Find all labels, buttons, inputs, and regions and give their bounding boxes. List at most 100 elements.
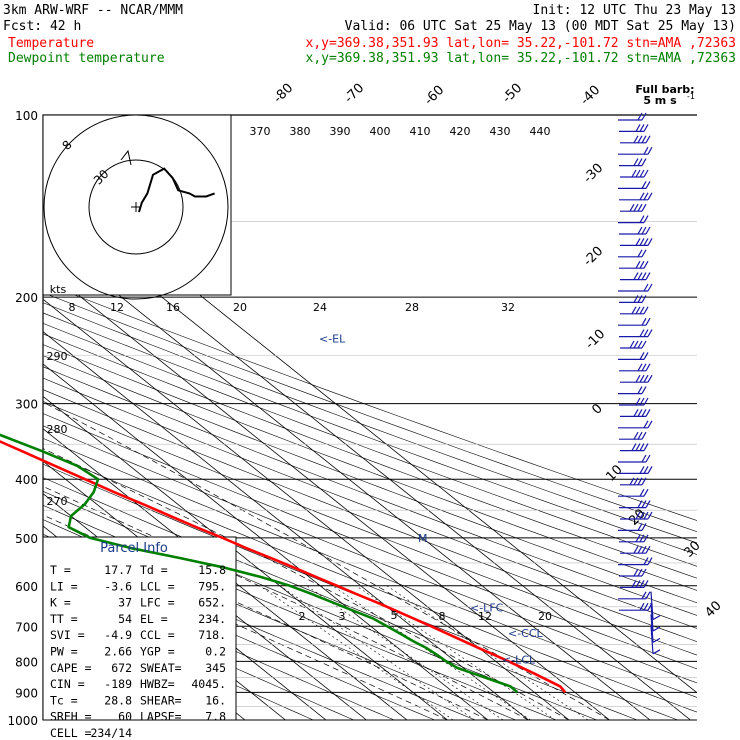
wind-barb [620,272,651,281]
mixing-ratio-label: 28 [405,301,419,314]
parcel-param-label: CAPE = [50,661,92,675]
dry-adiabat-line [43,425,697,684]
isotherm-line [43,331,529,720]
wind-barb [618,454,651,463]
pressure-tick-label: 700 [15,620,38,634]
wind-barb [618,420,653,429]
hodograph-trace [138,167,215,213]
isotherm-line [43,298,570,720]
parcel-param-label: HWBZ= [140,677,175,691]
parcel-param-label: LCL = [140,579,175,593]
wind-barb [650,614,661,643]
dry-adiabat-line [43,490,598,720]
isotherm-label: -80 [271,81,297,107]
theta-left-label: 270 [47,495,68,508]
isotherm-line [43,460,367,720]
isotherm-label: -70 [342,81,368,107]
dry-adiabat-line [43,377,697,629]
dry-adiabat-line [43,450,697,713]
parcel-param-label: SHEAR= [140,693,182,707]
dry-adiabat-line [43,389,697,642]
theta-label: 430 [490,125,511,138]
wind-barb [620,545,651,554]
wind-barb [650,625,661,655]
mixing-ratio-low-label: 5 [391,609,398,622]
parcel-param-value: 795. [198,579,226,593]
dry-adiabat-line [43,477,639,720]
dry-adiabat-line [43,282,697,521]
barb-legend-title: Full barb: [635,83,694,96]
wind-barb [620,477,647,486]
wind-barb [620,409,651,417]
parcel-param-label: CELL = [50,726,92,740]
model-title: 3km ARW-WRF -- NCAR/MMM [3,3,183,18]
parcel-param-label: TT = [50,612,78,626]
parcel-param-value: 652. [198,596,226,610]
hodograph-ring [88,159,184,255]
parcel-info-box [42,536,237,721]
dry-adiabat-line [43,302,697,544]
mixing-ratio-low-label: 8 [439,610,446,623]
mixing-ratio-low-label: 3 [339,610,346,623]
dry-adiabat-line [43,312,697,555]
mixing-ratio-line [279,585,475,720]
wind-barb [619,158,647,167]
wind-barb [619,500,651,509]
wind-barb [619,534,649,543]
wind-barb [650,602,661,632]
dry-adiabat-line [43,463,679,720]
wind-barb [618,488,649,497]
parcel-info-title: Parcel Info [100,541,168,556]
wind-barb [620,511,653,520]
plot-border [42,114,697,720]
moist-adiabat-line [43,401,610,720]
parcel-param-value: 672 [111,661,132,675]
dewpoint-legend-label: Dewpoint temperature [8,51,165,66]
parcel-param-label: LAPSE= [140,710,182,724]
theta-label: 380 [290,125,311,138]
wind-barb [618,112,647,121]
wind-barb [618,181,651,189]
wind-barb [618,557,653,566]
dry-adiabat-line [43,333,697,579]
theta-label: 410 [410,125,431,138]
parcel-param-label: CCL = [140,628,175,642]
theta-left-label: 280 [47,423,68,436]
wind-barb [620,203,647,212]
parcel-param-label: K = [50,596,71,610]
parcel-param-label: CIN = [50,677,85,691]
isotherm-label: 30 [681,538,703,560]
wind-barbs [618,112,661,655]
parcel-param-value: 234. [198,612,226,626]
hodograph-ring [43,114,229,300]
moist-adiabat-line [43,485,529,720]
theta-label: 440 [530,125,551,138]
wind-barb [619,124,649,132]
parcel-param-value: 718. [198,628,226,642]
parcel-param-value: -189 [104,677,132,691]
parcel-param-label: YGP = [140,645,175,659]
parcel-param-value: 28.8 [104,693,132,707]
dry-adiabat-line [43,366,697,616]
mixing-ratio-label: 16 [166,301,180,314]
pressure-tick-label: 500 [15,532,38,546]
parcel-param-value: 7.8 [205,710,226,724]
theta-label: 420 [450,125,471,138]
isotherm-label: -50 [500,81,526,107]
hodograph-frame [42,114,232,296]
parcel-param-value: -4.9 [104,628,132,642]
mixing-ratio-label: 24 [313,301,327,314]
wind-barb [619,363,651,372]
wind-barb [619,192,653,201]
parcel-param-label: SVI = [50,628,85,642]
isotherm-label: -10 [583,327,609,353]
sounding-curves [0,433,567,694]
wind-barb [618,352,649,360]
wind-barb [620,443,649,452]
wind-barb [619,260,649,269]
parcel-param-value: 2.66 [104,645,132,659]
parcel-param-value: 234/14 [90,726,132,740]
mixing-ratio-label: 20 [233,301,247,314]
wind-barb [650,591,661,621]
